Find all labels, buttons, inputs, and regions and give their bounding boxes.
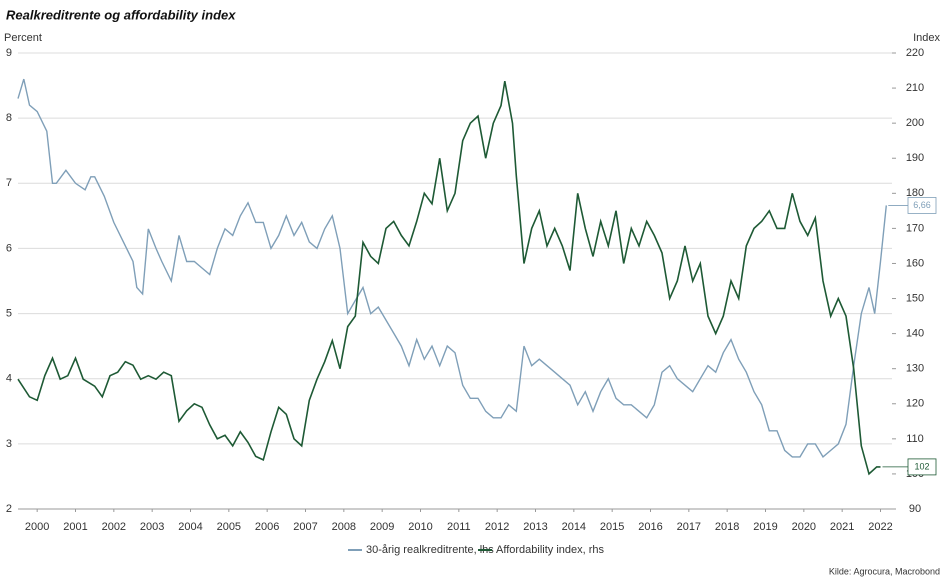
x-tick-label: 2007	[293, 521, 317, 533]
x-tick-label: 2003	[140, 521, 164, 533]
x-tick-label: 2014	[562, 521, 586, 533]
x-tick-label: 2006	[255, 521, 279, 533]
x-tick-label: 2019	[753, 521, 777, 533]
legend-label: 30-årig realkreditrente, lhs	[366, 544, 494, 556]
y2-tick-label: 140	[906, 328, 924, 340]
line	[17, 80, 881, 476]
x-tick-label: 2004	[178, 521, 202, 533]
end-label-box	[907, 197, 937, 214]
x-tick-label: 2008	[332, 521, 356, 533]
y2-tick-label: 150	[906, 292, 924, 304]
x-tick-label: 2017	[677, 521, 701, 533]
y-axis-label: Percent	[4, 32, 42, 44]
y2-axis-label: Index	[913, 32, 940, 44]
x-tick-label: 2018	[715, 521, 739, 533]
x-tick-label: 2011	[447, 521, 471, 533]
line	[17, 78, 887, 458]
x-tick-label: 2016	[638, 521, 662, 533]
x-tick-label: 2021	[830, 521, 854, 533]
y2-tick-label: 180	[906, 187, 924, 199]
x-tick-label: 2013	[523, 521, 547, 533]
y2-tick-label: 90	[909, 503, 921, 515]
y-tick-label: 6	[6, 242, 12, 254]
end-label-box	[907, 458, 937, 476]
chart-title: Realkreditrente og affordability index	[6, 7, 236, 22]
y2-tick-label: 200	[906, 117, 924, 129]
x-tick-label: 2000	[25, 521, 49, 533]
end-label: 102	[914, 461, 929, 471]
x-tick-label: 2012	[485, 521, 509, 533]
x-tick-label: 2010	[408, 521, 432, 533]
x-tick-label: 2002	[102, 521, 126, 533]
y-tick-label: 3	[6, 438, 12, 450]
x-tick-label: 2009	[370, 521, 394, 533]
x-tick-label: 2020	[792, 521, 816, 533]
y-tick-label: 7	[6, 177, 12, 189]
y2-tick-label: 110	[906, 433, 924, 445]
y2-tick-label: 130	[906, 363, 924, 375]
x-tick-label: 2015	[600, 521, 624, 533]
y2-tick-label: 120	[906, 398, 924, 410]
y2-tick-label: 170	[906, 222, 924, 234]
y-tick-label: 5	[6, 307, 12, 319]
x-tick-label: 2005	[217, 521, 241, 533]
source: Kilde: Agrocura, Macrobond	[829, 566, 940, 576]
y-tick-label: 2	[6, 503, 12, 515]
end-label: 6,66	[913, 200, 931, 210]
y-tick-label: 9	[6, 47, 12, 59]
y2-tick-label: 220	[906, 47, 924, 59]
legend-label: Affordability index, rhs	[496, 544, 605, 556]
y2-tick-label: 210	[906, 82, 924, 94]
y-tick-label: 8	[6, 112, 12, 124]
y-tick-label: 4	[6, 373, 12, 385]
x-tick-label: 2022	[868, 521, 892, 533]
y2-tick-label: 160	[906, 257, 924, 269]
y2-tick-label: 190	[906, 152, 924, 164]
x-tick-label: 2001	[63, 521, 87, 533]
